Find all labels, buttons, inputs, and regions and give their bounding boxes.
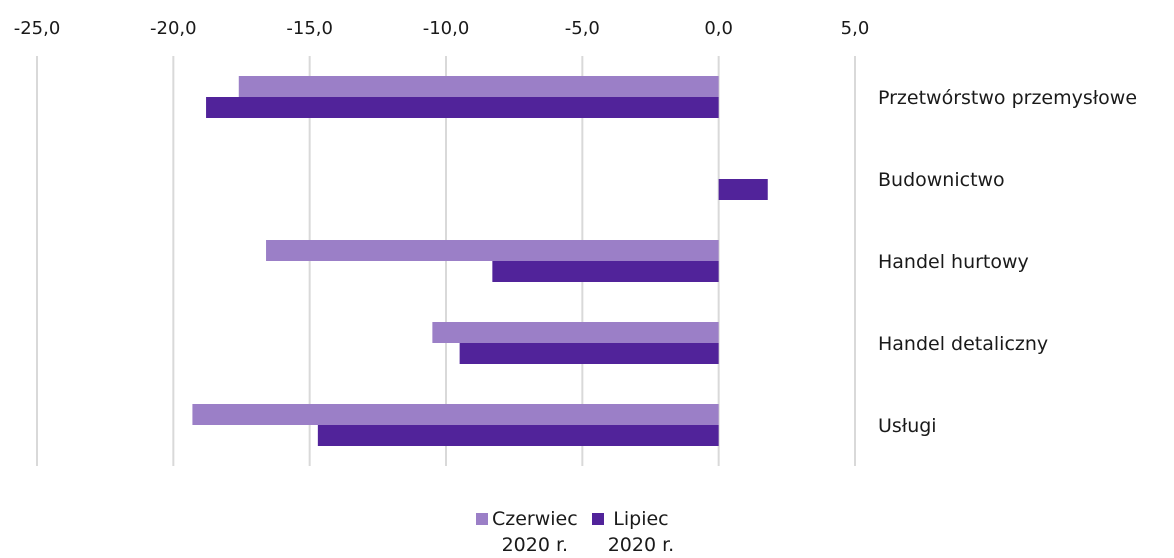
category-label: Przetwórstwo przemysłowe: [878, 87, 1137, 109]
x-tick-label: -15,0: [286, 18, 333, 39]
legend-label-lipiec-line1: Lipiec: [613, 508, 669, 530]
legend-label-czerwiec: Czerwiec 2020 r.: [492, 506, 578, 558]
category-label: Handel detaliczny: [878, 333, 1048, 355]
bar-czerwiec: [238, 76, 719, 97]
chart: -25,0 -20,0 -15,0 -10,0 -5,0 0,0 5,0 Przetwórs…: [14, 18, 1137, 466]
bar-lipiec: [459, 343, 719, 364]
bar-lipiec: [317, 425, 719, 446]
category-label: Usługi: [878, 415, 937, 437]
x-tick-label: -25,0: [14, 18, 61, 39]
bar-czerwiec: [192, 404, 719, 425]
legend: Czerwiec 2020 r. Lipiec 2020 r.: [476, 506, 674, 558]
legend-swatch-czerwiec: [476, 513, 488, 525]
bars: [192, 76, 768, 446]
x-axis-tick-labels: -25,0 -20,0 -15,0 -10,0 -5,0 0,0 5,0: [14, 18, 870, 39]
legend-label-lipiec: Lipiec 2020 r.: [608, 506, 675, 558]
legend-label-lipiec-line2: 2020 r.: [607, 534, 675, 556]
legend-label-czerwiec-line1: Czerwiec: [492, 508, 578, 530]
x-tick-label: -5,0: [565, 18, 600, 39]
legend-item-lipiec: Lipiec 2020 r.: [591, 506, 675, 558]
legend-label-czerwiec-line2: 2020 r.: [501, 534, 569, 556]
bar-lipiec: [206, 97, 719, 118]
category-label: Handel hurtowy: [878, 251, 1029, 273]
legend-item-czerwiec: Czerwiec 2020 r.: [476, 506, 578, 558]
bar-lipiec: [492, 261, 719, 282]
bar-lipiec: [718, 179, 768, 200]
category-labels: Przetwórstwo przemysłowe Budownictwo Hande…: [878, 87, 1137, 437]
bar-czerwiec: [266, 240, 719, 261]
x-tick-label: -10,0: [423, 18, 470, 39]
x-tick-label: -20,0: [150, 18, 197, 39]
bar-czerwiec: [432, 322, 719, 343]
category-label: Budownictwo: [878, 169, 1005, 191]
x-tick-label: 0,0: [704, 18, 733, 39]
legend-swatch-lipiec: [591, 513, 604, 525]
x-tick-label: 5,0: [841, 18, 870, 39]
